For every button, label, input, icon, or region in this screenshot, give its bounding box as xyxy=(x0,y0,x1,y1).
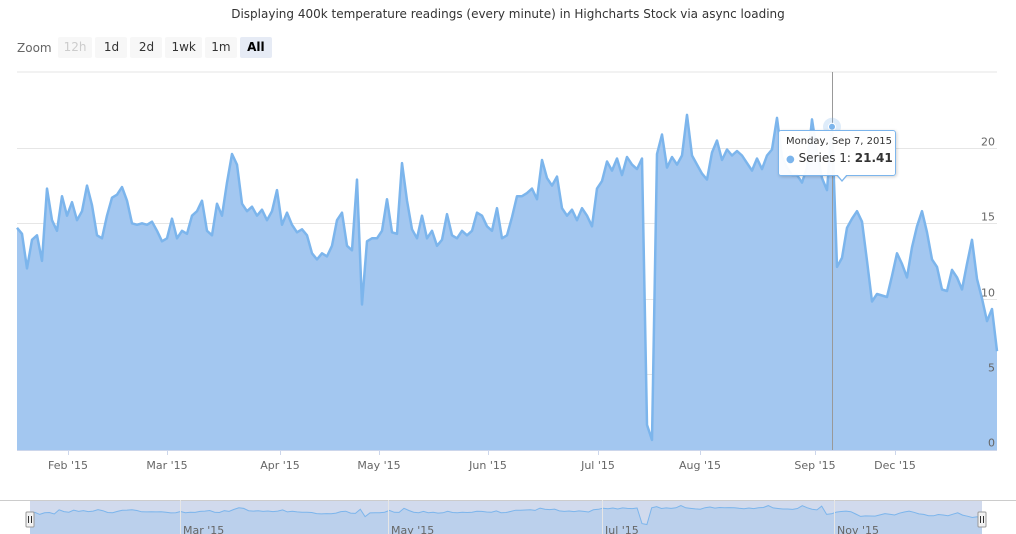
tooltip-pointer-inner-icon xyxy=(837,174,847,180)
zoom-1wk-button[interactable]: 1wk xyxy=(165,37,202,58)
x-axis: Feb '15 Mar '15 Apr '15 May '15 Jun '15 Jul '… xyxy=(17,450,997,472)
range-selector: Zoom 12h 1d 2d 1wk 1m All xyxy=(17,36,272,59)
x-tick-label: Apr '15 xyxy=(260,459,300,472)
zoom-1m-button[interactable]: 1m xyxy=(204,37,237,58)
zoom-2d-button[interactable]: 2d xyxy=(130,37,163,58)
x-tick-label: Jul '15 xyxy=(580,459,615,472)
navigator-left-handle-icon[interactable] xyxy=(25,511,35,528)
tooltip-series-label: Series 1: xyxy=(798,151,851,165)
y-tick-label: 15 xyxy=(981,211,995,224)
navigator-series-area xyxy=(30,505,982,534)
navigator[interactable]: Mar '15 May '15 Jul '15 Nov '15 xyxy=(0,500,1016,534)
x-tick-label: Sep '15 xyxy=(794,459,835,472)
tooltip-date: Monday, Sep 7, 2015 xyxy=(786,136,893,147)
zoom-12h-button[interactable]: 12h xyxy=(57,37,93,58)
navigator-tick-label: May '15 xyxy=(391,524,434,534)
y-axis: 0 5 10 15 20 xyxy=(981,136,995,450)
y-tick-label: 10 xyxy=(981,287,995,300)
series-area[interactable] xyxy=(17,114,997,451)
zoom-label: Zoom xyxy=(17,40,52,55)
tooltip: Monday, Sep 7, 2015 ● Series 1: 21.41 xyxy=(778,130,896,176)
tooltip-value: 21.41 xyxy=(854,151,893,165)
zoom-all-button[interactable]: All xyxy=(239,37,272,58)
series-dot-icon: ● xyxy=(786,154,795,165)
chart-title: Displaying 400k temperature readings (ev… xyxy=(231,7,785,21)
navigator-series-line xyxy=(29,504,983,526)
x-tick-label: Jun '15 xyxy=(468,459,507,472)
x-tick-label: Feb '15 xyxy=(48,459,88,472)
x-tick-label: May '15 xyxy=(357,459,400,472)
x-tick-label: Dec '15 xyxy=(874,459,916,472)
x-tick-label: Mar '15 xyxy=(146,459,187,472)
y-tick-label: 5 xyxy=(988,362,995,375)
tooltip-row: ● Series 1: 21.41 xyxy=(786,151,893,165)
navigator-tick-label: Jul '15 xyxy=(604,524,639,534)
navigator-tick-label: Nov '15 xyxy=(837,524,879,534)
navigator-right-handle-icon[interactable] xyxy=(977,511,987,528)
navigator-mask[interactable] xyxy=(30,500,982,534)
x-tick-label: Aug '15 xyxy=(679,459,721,472)
zoom-1d-button[interactable]: 1d xyxy=(95,37,128,58)
navigator-tick-label: Mar '15 xyxy=(183,524,224,534)
y-tick-label: 0 xyxy=(988,437,995,450)
y-tick-label: 20 xyxy=(981,136,995,149)
